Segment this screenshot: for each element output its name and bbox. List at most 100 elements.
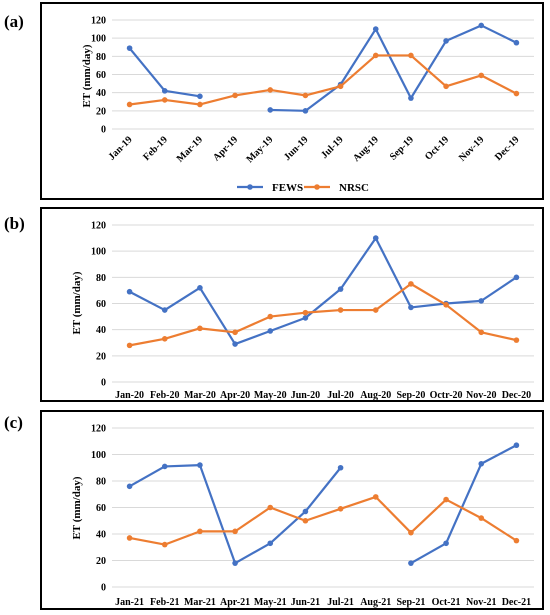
y-tick-label: 60 xyxy=(96,503,106,514)
data-point xyxy=(443,38,449,44)
y-tick-label: 120 xyxy=(91,221,106,232)
data-point xyxy=(161,88,168,94)
y-axis-label: ET (mm/day) xyxy=(71,476,83,539)
series-line-1 xyxy=(129,54,517,106)
data-point xyxy=(513,39,520,46)
y-tick-label: 0 xyxy=(101,125,106,136)
panel-label-b: (b) xyxy=(4,214,25,233)
data-point xyxy=(197,528,203,535)
data-point xyxy=(408,52,414,59)
series-line-0 xyxy=(410,444,517,565)
data-point xyxy=(232,560,238,566)
chart-panel-c: 0 20 40 60 80 100 120 ET (mm/day) Jan-21 Feb-21 Ma… xyxy=(40,410,544,610)
x-tick-label: Octr-20 xyxy=(430,390,463,401)
series-line-1 xyxy=(129,282,517,347)
x-tick-label: Oct-19 xyxy=(423,134,451,162)
data-point xyxy=(161,336,168,342)
legend-marker xyxy=(314,184,320,190)
y-tick-label: 100 xyxy=(91,34,106,45)
chart-panel-b: 0 20 40 60 80 100 120 ET (mm/day) Jan-20 Feb-20 Ma… xyxy=(40,207,544,402)
series-line-1 xyxy=(129,495,518,546)
x-tick-label: Mar-20 xyxy=(184,390,216,401)
data-point xyxy=(267,313,274,320)
data-point xyxy=(302,92,309,99)
data-point xyxy=(337,506,344,512)
data-point xyxy=(302,315,309,321)
data-point xyxy=(267,87,274,93)
x-tick-label: Sep-20 xyxy=(396,390,425,401)
data-point xyxy=(513,337,520,343)
data-point xyxy=(267,504,274,511)
data-point xyxy=(372,235,379,241)
data-point xyxy=(408,95,414,101)
data-point xyxy=(443,496,449,503)
x-tick-label: Nov-21 xyxy=(466,597,497,608)
data-point xyxy=(478,72,485,79)
x-tick-label: Feb-20 xyxy=(150,390,179,401)
x-tick-label: Aug-19 xyxy=(351,134,381,164)
x-tick-label: Sep-19 xyxy=(388,134,416,162)
data-point xyxy=(126,535,133,541)
data-point xyxy=(408,529,414,536)
x-tick-label: Apr-21 xyxy=(220,597,250,608)
y-axis-label: ET (mm/day) xyxy=(81,44,93,107)
chart-b: 0 20 40 60 80 100 120 ET (mm/day) Jan-20 Feb-20 Ma… xyxy=(71,221,534,401)
data-point xyxy=(337,286,344,292)
data-point xyxy=(478,329,485,336)
x-tick-label: Apr-20 xyxy=(220,390,250,401)
x-tick-label: Feb-21 xyxy=(150,597,179,608)
data-point xyxy=(232,92,238,99)
x-tick-label: Aug-20 xyxy=(360,390,391,401)
data-point xyxy=(513,274,520,281)
data-point xyxy=(161,307,168,313)
x-tick-label: Dec-20 xyxy=(502,390,531,401)
y-tick-label: 20 xyxy=(96,106,106,117)
y-tick-label: 20 xyxy=(96,556,106,567)
x-tick-label: Jul-21 xyxy=(327,597,354,608)
x-tick-label: Jul-20 xyxy=(327,390,354,401)
data-point xyxy=(267,107,274,113)
x-tick-label: May-20 xyxy=(254,390,287,401)
y-tick-label: 0 xyxy=(101,583,106,594)
data-point xyxy=(267,328,274,334)
y-tick-label: 40 xyxy=(96,530,106,541)
x-tick-label: Mar-19 xyxy=(175,134,205,164)
data-point xyxy=(232,528,238,535)
data-point xyxy=(337,307,344,313)
y-axis-label: ET (mm/day) xyxy=(71,271,83,334)
x-tick-label: Aug-21 xyxy=(360,597,391,608)
y-tick-label: 80 xyxy=(96,477,106,488)
data-point xyxy=(197,93,203,100)
data-point xyxy=(161,97,168,103)
data-point xyxy=(372,52,379,59)
data-point xyxy=(408,304,414,311)
x-tick-label: Dec-21 xyxy=(502,597,531,608)
data-point xyxy=(443,302,449,308)
x-tick-label: Jun-21 xyxy=(291,597,320,608)
data-point xyxy=(126,45,133,51)
x-tick-label: Jun-20 xyxy=(291,390,320,401)
x-tick-label: Apr-19 xyxy=(211,134,240,163)
legend-label: NRSC xyxy=(339,182,369,194)
x-tick-label: May-19 xyxy=(244,134,275,165)
data-point xyxy=(478,298,485,304)
legend-label: FEWS xyxy=(272,182,303,194)
data-point xyxy=(302,508,309,515)
y-tick-label: 60 xyxy=(96,299,106,310)
x-tick-label: Nov-19 xyxy=(457,134,486,163)
data-point xyxy=(197,462,203,468)
x-tick-label: Mar-21 xyxy=(184,597,216,608)
y-tick-label: 80 xyxy=(96,273,106,284)
data-point xyxy=(126,483,133,490)
panel-label-c: (c) xyxy=(4,413,23,432)
data-point xyxy=(337,464,344,471)
data-point xyxy=(478,22,485,29)
y-tick-label: 0 xyxy=(101,378,106,389)
data-point xyxy=(408,281,414,287)
x-tick-label: Jun-19 xyxy=(282,134,311,163)
data-point xyxy=(232,341,238,347)
data-point xyxy=(126,342,133,349)
data-point xyxy=(161,541,168,548)
y-tick-label: 100 xyxy=(91,450,106,461)
